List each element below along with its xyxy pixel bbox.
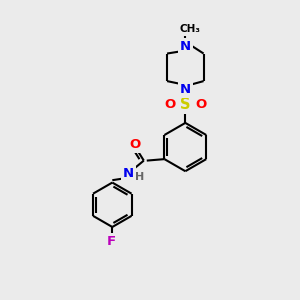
Text: O: O bbox=[195, 98, 206, 111]
Text: O: O bbox=[164, 98, 175, 111]
Text: O: O bbox=[129, 138, 141, 151]
Text: N: N bbox=[180, 40, 191, 53]
Text: S: S bbox=[180, 97, 190, 112]
Text: CH₃: CH₃ bbox=[179, 23, 200, 34]
Text: N: N bbox=[123, 167, 134, 180]
Text: F: F bbox=[106, 235, 116, 248]
Text: H: H bbox=[135, 172, 144, 182]
Text: N: N bbox=[180, 83, 191, 96]
